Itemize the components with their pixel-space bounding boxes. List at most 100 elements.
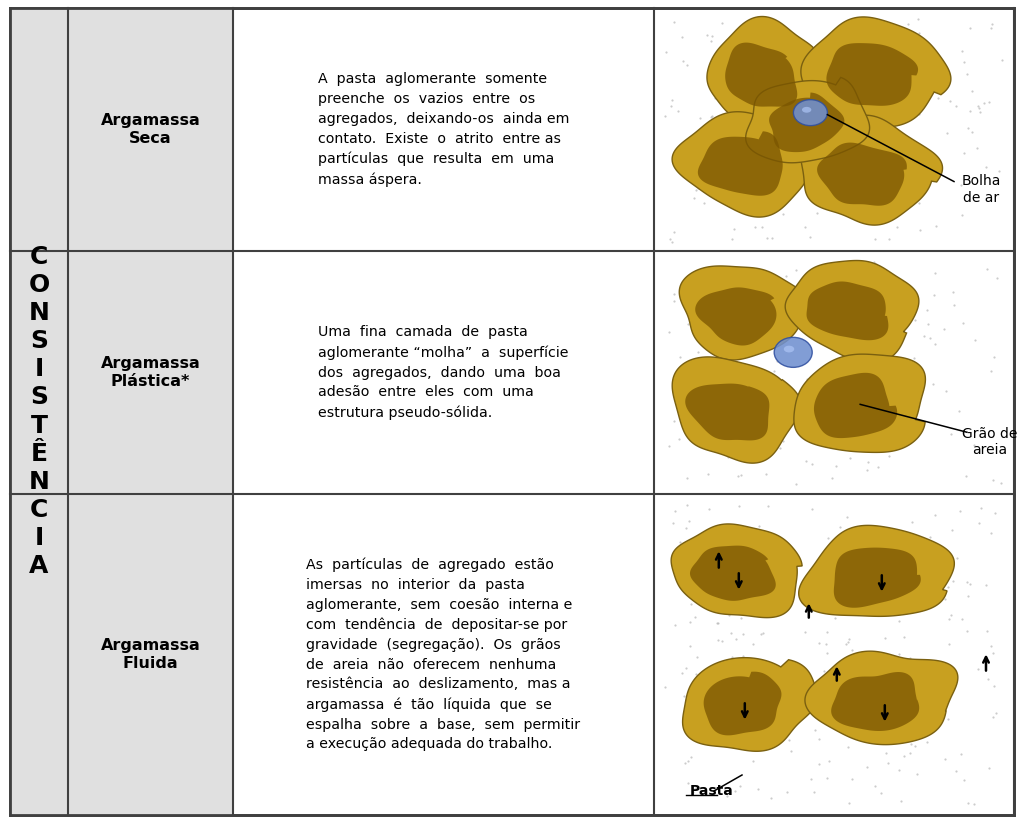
- Point: [746, 221, 763, 234]
- Point: [873, 339, 890, 352]
- Point: [797, 625, 813, 639]
- Point: [811, 637, 827, 650]
- Point: [797, 588, 813, 601]
- Point: [962, 577, 978, 590]
- Point: [774, 112, 791, 125]
- Point: [824, 432, 841, 445]
- Point: [735, 649, 752, 663]
- Point: [891, 658, 907, 672]
- Bar: [68, 494, 233, 815]
- Point: [819, 771, 836, 784]
- Point: [846, 549, 862, 562]
- Point: [884, 212, 900, 225]
- Point: [941, 94, 957, 107]
- Point: [777, 270, 794, 283]
- Point: [780, 733, 797, 746]
- Point: [877, 570, 893, 583]
- Point: [891, 200, 907, 213]
- Point: [752, 105, 768, 118]
- Point: [981, 95, 997, 109]
- Polygon shape: [703, 672, 781, 736]
- Point: [722, 551, 738, 564]
- Point: [761, 586, 777, 599]
- Point: [757, 434, 773, 447]
- Point: [811, 758, 827, 771]
- Point: [733, 469, 750, 482]
- Point: [971, 100, 987, 113]
- Point: [928, 267, 944, 280]
- Point: [867, 18, 884, 31]
- Point: [907, 739, 924, 752]
- Point: [700, 152, 717, 165]
- Point: [927, 588, 943, 602]
- Point: [763, 291, 779, 304]
- Point: [820, 413, 837, 426]
- Point: [703, 29, 720, 42]
- Point: [711, 522, 727, 535]
- Point: [740, 379, 757, 392]
- Point: [710, 633, 726, 646]
- Point: [703, 35, 720, 48]
- Point: [719, 311, 735, 324]
- Point: [902, 29, 919, 42]
- Point: [706, 574, 722, 587]
- Polygon shape: [801, 17, 951, 128]
- Point: [971, 516, 987, 529]
- Point: [682, 707, 698, 720]
- Point: [773, 574, 790, 588]
- Point: [908, 768, 925, 781]
- Point: [901, 746, 918, 760]
- Point: [766, 365, 782, 378]
- Point: [928, 220, 944, 233]
- Ellipse shape: [783, 346, 795, 352]
- Point: [688, 184, 705, 197]
- Point: [911, 224, 928, 237]
- Point: [925, 378, 941, 391]
- Point: [838, 638, 854, 651]
- Point: [839, 49, 855, 62]
- Point: [902, 737, 919, 751]
- Polygon shape: [707, 16, 820, 133]
- Point: [686, 781, 702, 794]
- Point: [698, 29, 715, 42]
- Point: [695, 196, 712, 209]
- Point: [754, 710, 770, 723]
- Point: [972, 105, 988, 119]
- Point: [714, 415, 730, 428]
- Point: [860, 456, 877, 469]
- Point: [825, 360, 842, 374]
- Point: [896, 749, 912, 762]
- Point: [939, 126, 955, 139]
- Point: [882, 233, 898, 246]
- Point: [923, 567, 939, 580]
- Point: [820, 584, 837, 597]
- Point: [726, 571, 742, 584]
- Point: [881, 429, 897, 442]
- Point: [759, 231, 775, 244]
- Point: [671, 432, 687, 445]
- Point: [866, 256, 883, 269]
- Point: [676, 689, 692, 702]
- Point: [666, 295, 682, 308]
- Point: [792, 148, 808, 161]
- Point: [865, 31, 882, 44]
- Point: [795, 158, 811, 171]
- Point: [959, 796, 976, 809]
- Point: [804, 575, 820, 588]
- Point: [679, 472, 695, 485]
- Ellipse shape: [794, 100, 827, 126]
- Point: [840, 372, 856, 385]
- Text: Argamassa
Fluida: Argamassa Fluida: [100, 639, 201, 671]
- Point: [951, 504, 968, 518]
- Point: [889, 220, 905, 233]
- Point: [902, 652, 919, 665]
- Point: [799, 302, 815, 315]
- Point: [748, 426, 764, 439]
- Point: [779, 674, 796, 687]
- Point: [739, 663, 756, 677]
- Point: [827, 365, 844, 379]
- Point: [924, 150, 940, 163]
- Point: [959, 589, 976, 602]
- Text: C
O
N
S
I
S
T
Ê
N
C
I
A: C O N S I S T Ê N C I A: [29, 244, 49, 579]
- Point: [806, 686, 822, 700]
